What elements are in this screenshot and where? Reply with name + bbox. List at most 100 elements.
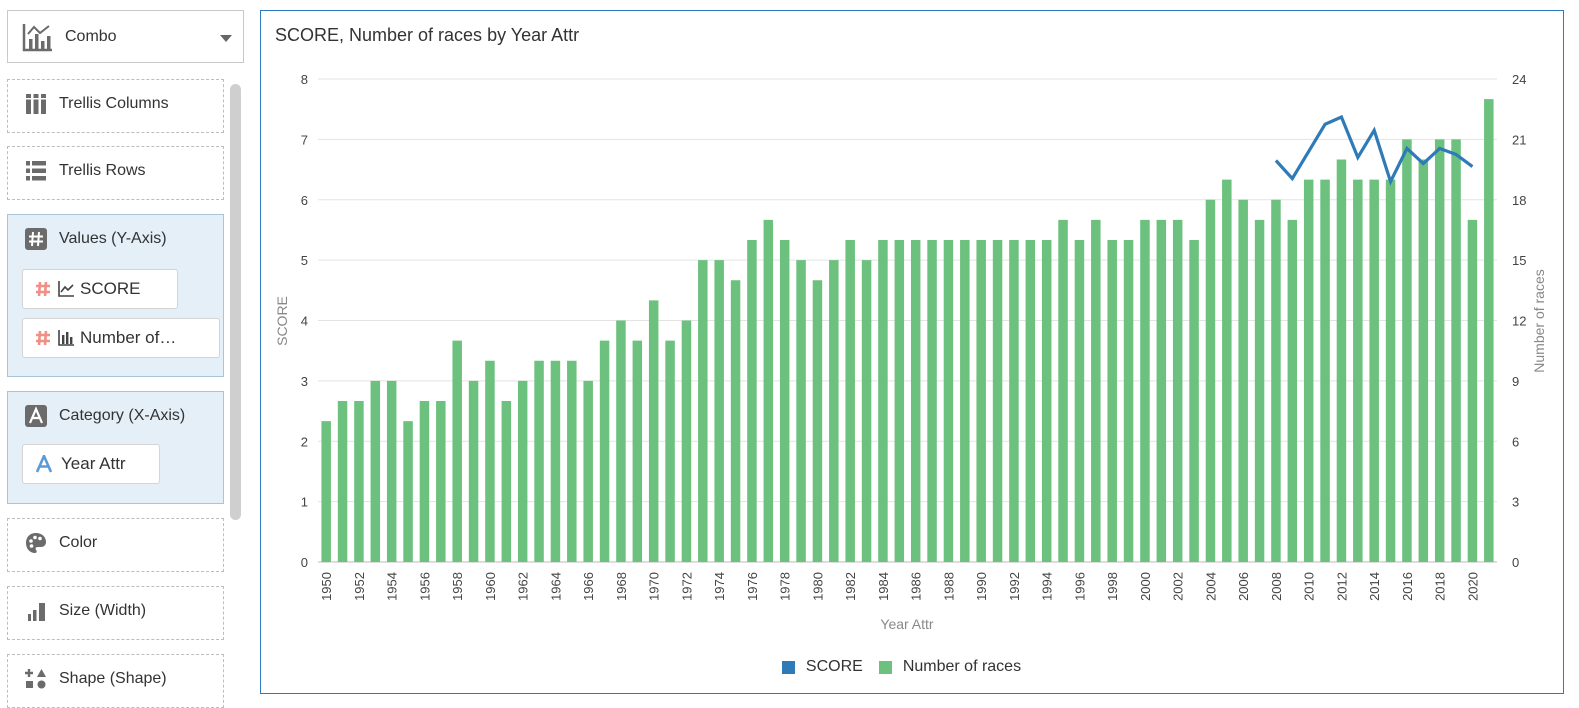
bar[interactable]	[534, 360, 544, 562]
bar[interactable]	[370, 380, 381, 562]
bar[interactable]	[796, 260, 806, 562]
bar[interactable]	[1271, 199, 1281, 562]
x-tick-label: 1982	[843, 572, 858, 601]
legend-item-score[interactable]: SCORE	[781, 658, 863, 676]
chevron-down-icon[interactable]	[220, 35, 232, 42]
bar[interactable]	[730, 280, 741, 562]
bar[interactable]	[321, 421, 331, 562]
grammar-panel: Combo Trellis Columns Trellis Ro	[0, 0, 255, 708]
x-axis-title: Year Attr	[880, 616, 934, 632]
bar[interactable]	[1123, 240, 1134, 562]
drop-zone-trellis-columns[interactable]: Trellis Columns	[7, 79, 224, 133]
bar[interactable]	[992, 240, 1003, 562]
bar[interactable]	[878, 240, 888, 562]
bar[interactable]	[517, 380, 528, 562]
panel-scrollbar[interactable]	[230, 84, 241, 520]
bar[interactable]	[1091, 219, 1101, 562]
bar[interactable]	[1451, 139, 1461, 562]
x-tick-label: 1956	[417, 572, 432, 601]
bar[interactable]	[1009, 240, 1019, 562]
bar[interactable]	[665, 340, 675, 562]
bar[interactable]	[779, 240, 790, 562]
bar[interactable]	[960, 240, 970, 562]
bar[interactable]	[1156, 219, 1167, 562]
bar[interactable]	[468, 380, 479, 562]
bar[interactable]	[1353, 179, 1363, 562]
bar[interactable]	[927, 240, 937, 562]
drop-zone-category-x-axis[interactable]: Category (X-Axis) Year Attr	[7, 391, 224, 504]
bar[interactable]	[599, 340, 610, 562]
drop-zone-size[interactable]: Size (Width)	[7, 586, 224, 640]
bar[interactable]	[910, 240, 921, 562]
bar[interactable]	[501, 401, 512, 562]
legend-item-number-of-races[interactable]: Number of races	[878, 658, 1021, 676]
bar[interactable]	[1402, 139, 1412, 562]
bar[interactable]	[1467, 219, 1478, 562]
bar[interactable]	[1434, 139, 1445, 562]
bar[interactable]	[829, 260, 839, 562]
drop-zone-color[interactable]: Color	[7, 518, 224, 572]
bar[interactable]	[1320, 179, 1330, 562]
bar[interactable]	[1205, 199, 1216, 562]
legend-swatch-score	[781, 660, 795, 674]
pill-score[interactable]: SCORE	[22, 269, 178, 309]
x-tick-label: 1968	[614, 572, 629, 601]
bar[interactable]	[386, 380, 397, 562]
bar[interactable]	[1107, 240, 1117, 562]
bar[interactable]	[403, 421, 413, 562]
bar[interactable]	[1484, 99, 1494, 562]
bar[interactable]	[747, 240, 757, 562]
bar[interactable]	[1369, 179, 1379, 562]
bar[interactable]	[1254, 219, 1265, 562]
pill-number-of-races[interactable]: Number of…	[22, 318, 220, 358]
bar[interactable]	[616, 320, 626, 563]
chart-type-selector[interactable]: Combo	[7, 10, 244, 63]
drop-zone-trellis-rows[interactable]: Trellis Rows	[7, 146, 224, 200]
line-series-score	[1274, 114, 1474, 186]
bar[interactable]	[1041, 240, 1052, 562]
legend-label: SCORE	[805, 658, 863, 675]
bar[interactable]	[714, 260, 724, 562]
bar[interactable]	[698, 260, 708, 562]
bar[interactable]	[583, 380, 593, 562]
bar[interactable]	[1222, 179, 1232, 562]
bar[interactable]	[681, 320, 692, 563]
bar[interactable]	[976, 240, 986, 562]
bar[interactable]	[812, 280, 823, 562]
pill-year-attr[interactable]: Year Attr	[22, 444, 160, 484]
bar[interactable]	[845, 240, 855, 562]
bar[interactable]	[763, 219, 774, 562]
bar[interactable]	[1418, 159, 1429, 563]
bar[interactable]	[1074, 240, 1085, 562]
bar[interactable]	[648, 300, 659, 562]
x-tick-label: 1952	[352, 572, 367, 601]
trellis-rows-icon	[26, 161, 46, 181]
drop-zone-label: Values (Y-Axis)	[59, 230, 167, 247]
drop-zone-values-y-axis[interactable]: Values (Y-Axis) SCORE Number of…	[7, 214, 224, 377]
bar[interactable]	[337, 401, 348, 562]
bar[interactable]	[567, 360, 577, 562]
bar[interactable]	[1287, 219, 1298, 562]
x-tick-label: 1990	[974, 572, 989, 601]
score-line[interactable]	[1274, 114, 1474, 186]
bar[interactable]	[550, 360, 561, 562]
bar[interactable]	[1140, 219, 1150, 562]
bar[interactable]	[1172, 219, 1183, 562]
bar[interactable]	[1189, 240, 1199, 562]
bar[interactable]	[419, 401, 430, 562]
bar[interactable]	[452, 340, 462, 562]
bar[interactable]	[485, 360, 495, 562]
bar[interactable]	[861, 260, 872, 562]
bar[interactable]	[1238, 199, 1248, 562]
bar[interactable]	[436, 401, 446, 562]
bar[interactable]	[354, 401, 364, 562]
bar[interactable]	[632, 340, 643, 562]
bar[interactable]	[1385, 179, 1396, 562]
bar[interactable]	[1336, 159, 1347, 563]
bar[interactable]	[943, 240, 954, 562]
bar[interactable]	[1025, 240, 1036, 562]
bar[interactable]	[1303, 179, 1314, 562]
bar[interactable]	[894, 240, 905, 562]
x-tick-label: 1976	[745, 572, 760, 601]
bar[interactable]	[1058, 219, 1068, 562]
